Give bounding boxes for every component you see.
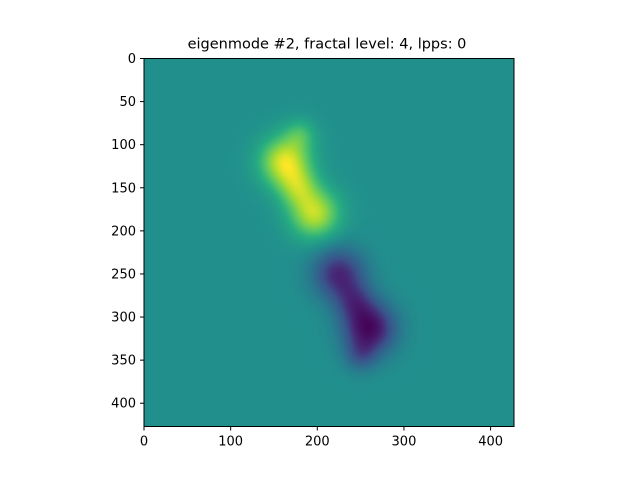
y-tick-label: 300 <box>111 311 136 326</box>
y-tick-label: 100 <box>111 138 136 153</box>
heatmap-image <box>144 58 514 427</box>
y-tick-label: 200 <box>111 224 136 239</box>
plot-area <box>143 58 515 427</box>
y-tick-label: 50 <box>119 95 136 110</box>
x-tick-label: 300 <box>392 435 417 450</box>
x-tick-label: 0 <box>140 435 148 450</box>
x-tick-label: 100 <box>218 435 243 450</box>
y-tick-label: 350 <box>111 354 136 369</box>
y-tick-label: 0 <box>128 52 136 67</box>
x-tick-label: 400 <box>478 435 503 450</box>
chart-title: eigenmode #2, fractal level: 4, lpps: 0 <box>188 37 467 53</box>
y-tick-label: 150 <box>111 181 136 196</box>
x-axis: 0 100 200 300 400 <box>140 426 503 450</box>
y-axis: 0 50 100 150 200 250 300 350 400 <box>111 52 144 412</box>
x-tick-label: 200 <box>305 435 330 450</box>
y-tick-label: 400 <box>111 397 136 412</box>
plot-frame <box>143 58 515 427</box>
y-tick-label: 250 <box>111 267 136 282</box>
